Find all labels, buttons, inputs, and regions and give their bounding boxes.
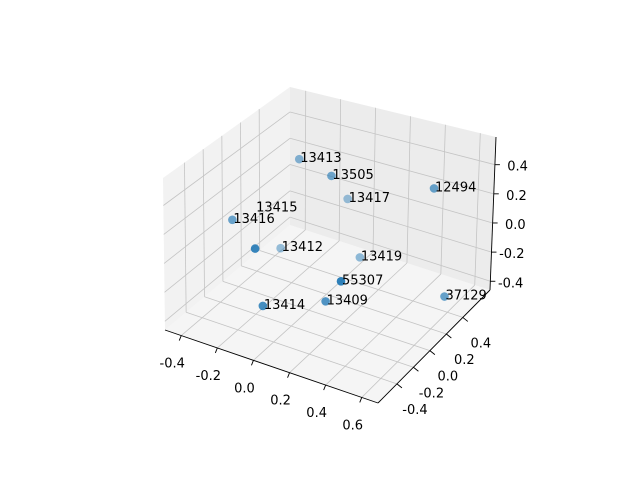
point-label: 55307 <box>342 273 383 288</box>
left-pane <box>163 87 290 330</box>
point-label: 13415 <box>256 201 297 216</box>
z-gridline-left <box>164 190 291 293</box>
data-point <box>343 194 352 204</box>
x-tick <box>323 384 327 391</box>
data-point <box>276 243 285 253</box>
z-gridline-back <box>289 137 494 195</box>
z-gridline-left <box>163 111 291 206</box>
point-label: 13416 <box>233 212 274 227</box>
z-gridline-left <box>164 216 291 322</box>
z-gridline-back <box>289 164 493 224</box>
y-tick-label: -0.4 <box>402 403 427 418</box>
y-axis-line <box>377 289 491 404</box>
x-gridline-back <box>372 107 376 252</box>
point-label: 13409 <box>327 293 368 308</box>
y-gridline-floor <box>241 265 447 335</box>
y-gridline-left <box>221 135 224 282</box>
y-tick-label: 0.4 <box>470 336 491 351</box>
axis-panes <box>163 87 496 403</box>
floor-pane <box>165 225 490 403</box>
y-gridline-left <box>240 122 242 266</box>
x-tick-label: 0.2 <box>270 394 291 409</box>
y-gridline-floor <box>186 311 398 385</box>
z-tick-label: 0.0 <box>505 218 526 233</box>
tick-labels: -0.4-0.20.00.20.40.6-0.4-0.20.00.20.4-0.… <box>160 160 528 434</box>
x-tick <box>287 372 290 378</box>
x-tick <box>214 347 218 354</box>
data-point <box>355 253 365 262</box>
point-label: 13414 <box>264 298 305 313</box>
z-tick-label: 0.4 <box>507 160 528 175</box>
data-point <box>258 301 268 311</box>
y-gridline-left <box>202 149 205 297</box>
z-tick-label: 0.2 <box>506 189 527 204</box>
x-gridline-back <box>338 99 342 241</box>
point-label: 37129 <box>445 289 486 304</box>
axis-lines <box>164 136 500 404</box>
y-gridline-floor <box>222 280 431 352</box>
x-tick <box>178 335 182 341</box>
z-gridline-left <box>163 137 291 235</box>
y-gridline-floor <box>259 250 463 318</box>
point-labels: 13413 13505 13417 12494 13416 13412 13415 13419… <box>233 151 486 313</box>
y-tick <box>462 317 469 322</box>
data-point <box>250 244 260 253</box>
point-label: 13413 <box>300 151 341 166</box>
z-tick-label: -0.4 <box>498 276 523 291</box>
point-label: 13419 <box>361 249 402 264</box>
back-pane <box>290 87 496 290</box>
data-point <box>228 215 237 225</box>
point-label: 13505 <box>332 168 373 183</box>
data-point <box>327 171 336 181</box>
x-gridline-back <box>406 116 411 264</box>
x-tick-label: 0.4 <box>306 406 327 421</box>
x-gridline-back <box>474 133 481 286</box>
data-point <box>440 292 449 301</box>
z-gridline-back <box>289 216 491 282</box>
point-label: 13417 <box>349 191 390 206</box>
z-gridline-back <box>289 111 496 166</box>
data-points <box>228 154 449 311</box>
z-gridline-back <box>289 190 492 253</box>
x-tick-label: 0.0 <box>234 381 255 396</box>
point-label: 12494 <box>435 180 476 195</box>
y-tick <box>446 333 452 339</box>
z-tick-label: -0.2 <box>499 247 524 262</box>
x-tick <box>251 360 254 366</box>
y-tick-label: 0.2 <box>454 353 475 368</box>
x-tick-label: -0.4 <box>160 357 185 372</box>
x-gridline-back <box>440 124 446 275</box>
y-tick-label: -0.2 <box>419 386 444 401</box>
x-tick <box>359 397 363 403</box>
z-axis-line <box>489 136 497 291</box>
y-tick <box>396 383 403 389</box>
y-gridline-floor <box>204 296 414 368</box>
data-point <box>429 184 439 193</box>
z-gridline-left <box>163 164 291 264</box>
data-point <box>294 154 304 164</box>
y-gridline-left <box>184 162 187 313</box>
gridlines <box>163 90 496 398</box>
y-tick <box>413 366 419 372</box>
x-tick-label: -0.2 <box>196 369 221 384</box>
data-point <box>321 297 330 306</box>
data-point <box>336 277 346 286</box>
x-tick-label: 0.6 <box>342 418 363 433</box>
point-label: 13412 <box>282 240 323 255</box>
y-tick-label: 0.0 <box>438 370 459 385</box>
y-tick <box>429 350 436 356</box>
x-axis-line <box>164 329 379 404</box>
